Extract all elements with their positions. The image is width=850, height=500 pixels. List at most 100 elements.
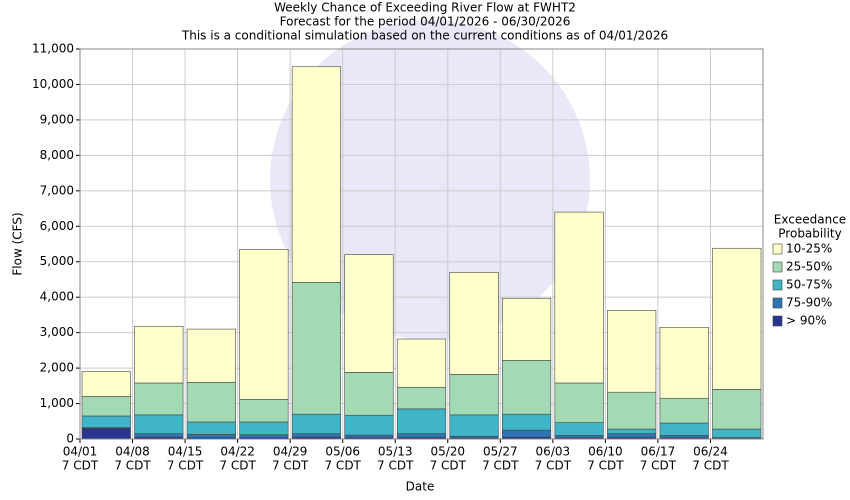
x-tick-label: 04/15 — [168, 445, 203, 459]
x-tick-sublabel: 7 CDT — [219, 459, 256, 473]
bar-segment — [186, 434, 236, 438]
x-tick-label: 06/17 — [641, 445, 676, 459]
y-tick-label: 10,000 — [32, 77, 74, 91]
bar-segment — [659, 327, 709, 399]
x-tick-sublabel: 7 CDT — [114, 459, 151, 473]
bar-segment — [396, 408, 447, 434]
y-tick-label: 2,000 — [40, 361, 74, 375]
bar-segment — [291, 281, 341, 415]
x-tick-sublabel: 7 CDT — [535, 459, 572, 473]
x-tick-sublabel: 7 CDT — [587, 459, 624, 473]
bar-segment — [449, 272, 499, 375]
bar-segment — [502, 359, 552, 415]
chart-subtitle: Forecast for the period 04/01/2026 - 06/… — [280, 15, 571, 29]
x-tick-label: 05/27 — [483, 445, 518, 459]
legend-label: 25-50% — [786, 260, 832, 274]
bar-segment — [81, 415, 131, 428]
legend-label: 50-75% — [786, 278, 832, 292]
legend-title: Probability — [778, 227, 841, 241]
bar-segment — [396, 386, 447, 410]
x-tick-label: 04/01 — [63, 445, 98, 459]
legend-swatch — [772, 315, 783, 327]
bar-segment — [344, 414, 394, 436]
bar-segment — [502, 429, 552, 438]
bar-segment — [239, 421, 289, 436]
x-tick-label: 06/03 — [536, 445, 571, 459]
bar-segment — [607, 428, 657, 434]
y-axis-label: Flow (CFS) — [11, 212, 25, 275]
bar-segment — [291, 413, 341, 434]
x-tick-label: 05/20 — [430, 445, 465, 459]
bar-segment — [186, 421, 236, 435]
bar-segment — [554, 382, 604, 423]
bar-segment — [554, 435, 604, 439]
bar-segment — [81, 428, 131, 440]
bar-segment — [502, 413, 552, 431]
y-tick-label: 8,000 — [40, 148, 74, 162]
legend-swatch — [772, 243, 783, 255]
bar-segment — [396, 338, 447, 388]
plot-frame — [79, 48, 764, 440]
bar-segment — [344, 254, 394, 373]
x-tick-label: 05/06 — [325, 445, 360, 459]
bar-segment — [186, 381, 236, 423]
legend-title: Exceedance — [774, 213, 846, 227]
bar-segment — [659, 435, 709, 439]
x-axis-label: Date — [406, 480, 435, 494]
bar-segment — [449, 374, 499, 416]
bar-segment — [134, 325, 184, 384]
bar-segment — [554, 422, 604, 436]
x-tick-sublabel: 7 CDT — [167, 459, 204, 473]
legend-label: 10-25% — [786, 242, 832, 256]
y-tick-label: 5,000 — [40, 254, 74, 268]
legend-swatch — [772, 297, 783, 309]
x-tick-sublabel: 7 CDT — [640, 459, 677, 473]
bar-segment — [659, 397, 709, 424]
legend-swatch — [772, 261, 783, 273]
y-tick-label: 11,000 — [32, 42, 74, 56]
bar-segment — [449, 414, 499, 437]
y-tick-label: 6,000 — [40, 219, 74, 233]
bar-segment — [291, 66, 341, 283]
y-tick-label: 1,000 — [40, 396, 74, 410]
y-tick-label: 4,000 — [40, 290, 74, 304]
x-tick-sublabel: 7 CDT — [324, 459, 361, 473]
bar-segment — [659, 422, 709, 436]
x-tick-sublabel: 7 CDT — [430, 459, 467, 473]
bar-segment — [239, 434, 289, 438]
x-tick-sublabel: 7 CDT — [377, 459, 414, 473]
y-tick-label: 3,000 — [40, 325, 74, 339]
x-tick-label: 04/29 — [273, 445, 308, 459]
bar-segment — [239, 398, 289, 423]
y-tick-label: 7,000 — [40, 183, 74, 197]
bar-segment — [712, 389, 762, 430]
bar-segment — [712, 247, 762, 390]
bar-segment — [344, 372, 394, 416]
x-tick-label: 06/24 — [693, 445, 728, 459]
bar-segment — [712, 428, 762, 438]
bar-segment — [81, 396, 131, 417]
bar-segment — [81, 371, 131, 397]
legend-swatch — [772, 279, 783, 291]
x-tick-sublabel: 7 CDT — [272, 459, 309, 473]
bar-segment — [502, 297, 552, 361]
chart-note: This is a conditional simulation based o… — [181, 29, 668, 43]
bar-segment — [186, 328, 236, 383]
bar-segment — [396, 433, 447, 438]
chart-title: Weekly Chance of Exceeding River Flow at… — [274, 1, 576, 15]
bar-segment — [554, 211, 604, 384]
bar-segment — [607, 433, 657, 438]
x-tick-sublabel: 7 CDT — [482, 459, 519, 473]
x-tick-label: 05/13 — [378, 445, 413, 459]
x-tick-sublabel: 7 CDT — [62, 459, 99, 473]
y-tick-label: 9,000 — [40, 112, 74, 126]
x-tick-sublabel: 7 CDT — [692, 459, 729, 473]
legend-label: 75-90% — [786, 296, 832, 310]
bar-segment — [607, 309, 657, 393]
legend-label: > 90% — [786, 314, 827, 328]
x-tick-label: 04/22 — [220, 445, 255, 459]
bar-segment — [291, 433, 341, 438]
x-tick-label: 04/08 — [115, 445, 150, 459]
bar-segment — [134, 382, 184, 416]
